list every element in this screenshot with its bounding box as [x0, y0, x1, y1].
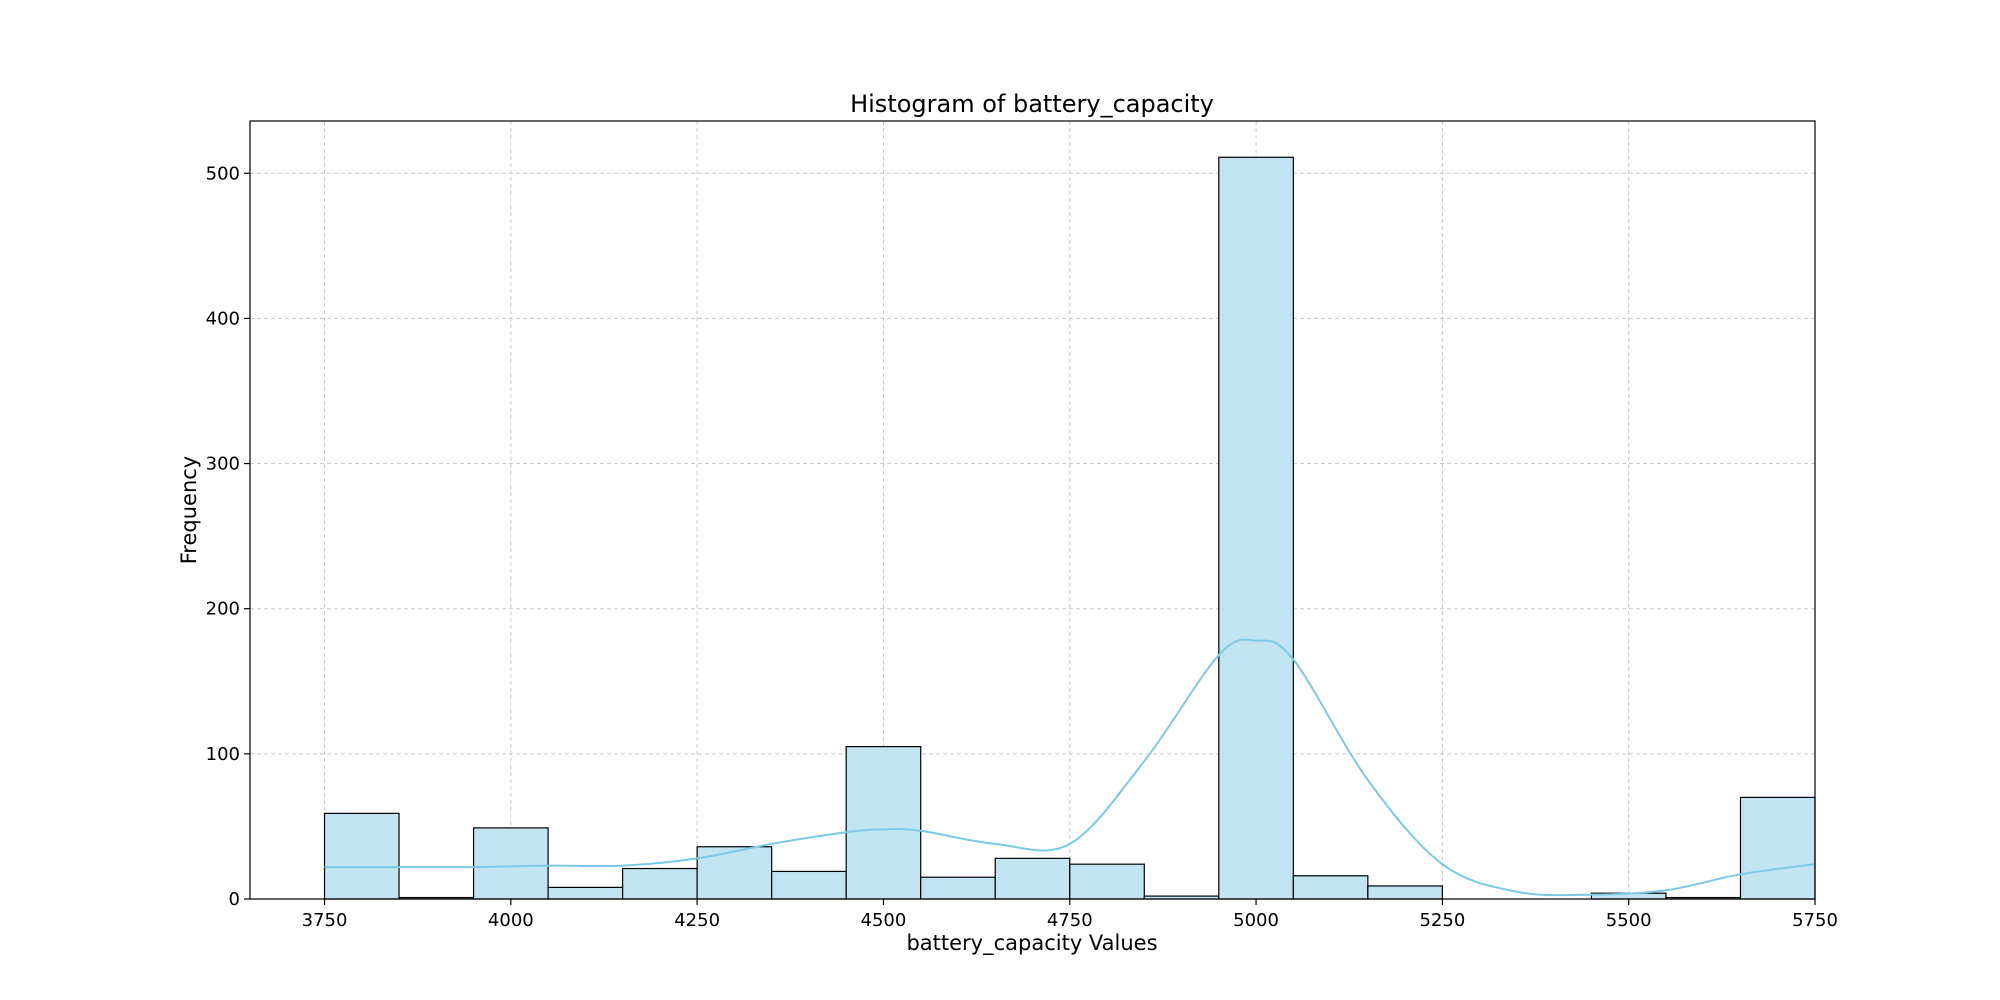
histogram-bar	[547, 886, 624, 900]
x-axis-label: battery_capacity Values	[906, 931, 1157, 956]
histogram-bars	[323, 156, 1816, 900]
y-tick-label: 500	[206, 163, 240, 184]
y-axis-ticks: 0 100 200 300 400 500	[206, 163, 250, 910]
y-tick-label: 0	[229, 889, 240, 910]
histogram-bar	[472, 827, 549, 900]
plot-background	[250, 121, 1815, 899]
y-tick-label: 200	[206, 599, 240, 620]
x-tick-label: 3750	[302, 910, 348, 931]
x-tick-label: 5000	[1233, 910, 1279, 931]
histogram-bar	[622, 867, 698, 900]
histogram-bar	[1739, 796, 1816, 900]
kde-curve	[324, 638, 1816, 897]
histogram-bar	[1367, 885, 1443, 900]
y-tick-label: 300	[206, 454, 240, 475]
histogram-bar	[845, 745, 922, 900]
histogram-bar	[323, 812, 400, 900]
histogram-bar	[771, 870, 847, 900]
histogram-bar	[1218, 156, 1294, 900]
plot-frame	[249, 120, 1816, 900]
histogram-bar	[994, 857, 1071, 900]
x-tick-label: 4250	[674, 910, 720, 931]
x-tick-label: 5500	[1606, 910, 1652, 931]
histogram-bar	[1069, 863, 1145, 900]
x-tick-label: 4500	[861, 910, 907, 931]
y-tick-label: 400	[206, 308, 240, 329]
x-tick-label: 5250	[1419, 910, 1465, 931]
histogram-bar	[696, 846, 773, 900]
y-tick-label: 100	[206, 744, 240, 765]
y-axis-label: Frequency	[177, 456, 201, 565]
histogram-bar	[1292, 875, 1369, 900]
chart-title: Histogram of battery_capacity	[850, 90, 1214, 118]
x-axis-ticks: 3750 4000 4250 4500 4750 5000 5250 5500 5750	[302, 899, 1838, 931]
x-tick-label: 4750	[1047, 910, 1093, 931]
histogram-bar	[920, 876, 996, 900]
x-tick-label: 4000	[488, 910, 534, 931]
x-tick-label: 5750	[1792, 910, 1838, 931]
